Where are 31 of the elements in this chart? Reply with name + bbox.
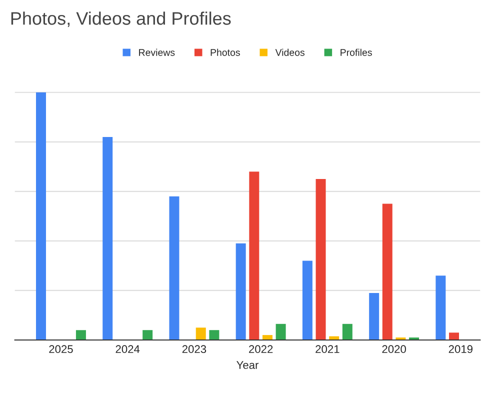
chart-title: Photos, Videos and Profiles [11,12,231,27]
bar [302,260,312,340]
x-tick-label: 2020 [382,345,406,354]
x-tick-label: 2025 [49,345,73,354]
legend-label: Reviews [139,48,175,56]
legend-label: Videos [275,48,304,56]
bar [316,179,326,340]
x-tick-label: 2022 [249,345,273,354]
bar [76,330,86,340]
bar [209,330,220,340]
bar [36,92,46,340]
x-tick-label: 2024 [116,345,140,354]
bar [262,335,272,340]
bar [276,324,286,340]
bar [449,332,459,340]
bar [369,292,380,340]
legend-label: Profiles [340,48,372,56]
bar [342,324,352,340]
x-axis-title: Year [236,361,259,369]
bar [142,330,153,340]
x-tick-label: 2023 [182,345,206,354]
bar [236,243,246,340]
x-tick-label: 2021 [316,345,340,354]
bar [169,196,180,340]
bar [196,328,206,340]
bar [382,204,392,340]
x-tick-label: 2019 [448,345,472,354]
bar [436,276,446,340]
bar [102,136,113,340]
legend-label: Photos [210,48,240,56]
bar [249,172,260,340]
